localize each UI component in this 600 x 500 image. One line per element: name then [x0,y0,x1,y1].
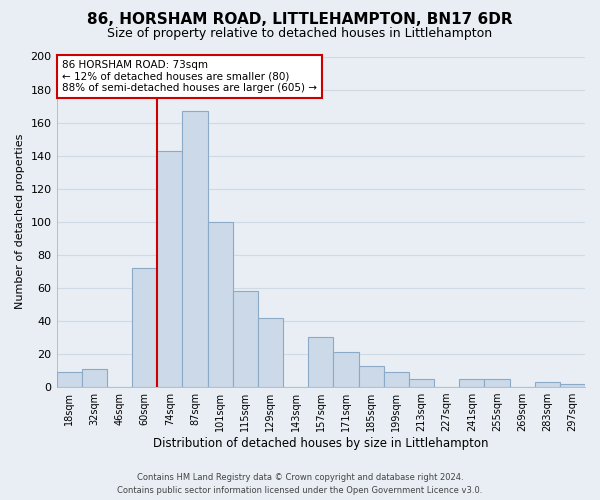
Bar [459,379,484,387]
Bar [208,222,233,387]
Bar [308,338,334,387]
Bar [484,379,509,387]
Y-axis label: Number of detached properties: Number of detached properties [15,134,25,310]
Text: Size of property relative to detached houses in Littlehampton: Size of property relative to detached ho… [107,28,493,40]
X-axis label: Distribution of detached houses by size in Littlehampton: Distribution of detached houses by size … [153,437,488,450]
Bar [132,268,157,387]
Bar [334,352,359,387]
Bar [82,369,107,387]
Bar [409,379,434,387]
Bar [157,150,182,387]
Bar [383,372,409,387]
Bar [233,291,258,387]
Bar [182,111,208,387]
Bar [359,366,383,387]
Text: 86 HORSHAM ROAD: 73sqm
← 12% of detached houses are smaller (80)
88% of semi-det: 86 HORSHAM ROAD: 73sqm ← 12% of detached… [62,60,317,93]
Bar [560,384,585,387]
Text: 86, HORSHAM ROAD, LITTLEHAMPTON, BN17 6DR: 86, HORSHAM ROAD, LITTLEHAMPTON, BN17 6D… [87,12,513,28]
Bar [258,318,283,387]
Text: Contains HM Land Registry data © Crown copyright and database right 2024.
Contai: Contains HM Land Registry data © Crown c… [118,473,482,495]
Bar [535,382,560,387]
Bar [56,372,82,387]
